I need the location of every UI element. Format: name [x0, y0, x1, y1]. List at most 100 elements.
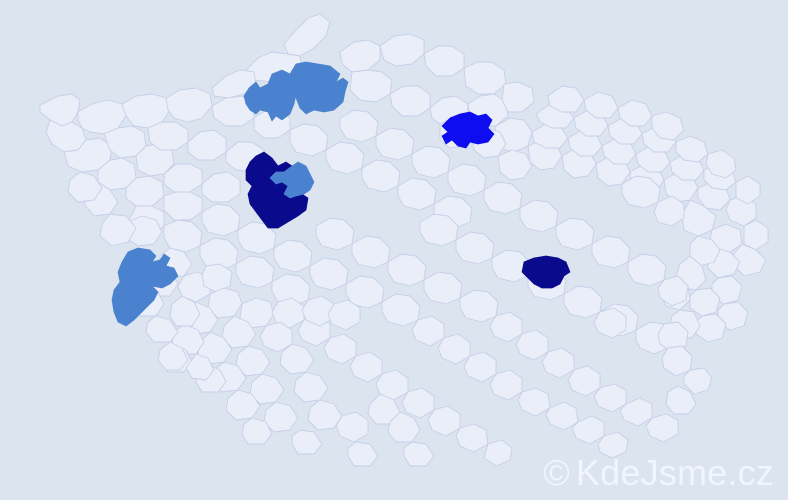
district[interactable]: [309, 257, 349, 291]
district[interactable]: [447, 163, 487, 197]
district[interactable]: [455, 231, 495, 265]
district[interactable]: [225, 389, 261, 421]
district[interactable]: [517, 387, 551, 417]
district[interactable]: [347, 441, 379, 467]
district[interactable]: [597, 431, 629, 459]
district[interactable]: [675, 135, 709, 163]
district[interactable]: [683, 367, 713, 395]
district[interactable]: [411, 315, 445, 347]
district[interactable]: [463, 61, 507, 95]
district[interactable]: [427, 405, 461, 437]
district[interactable]: [387, 411, 421, 443]
district[interactable]: [315, 217, 355, 251]
district[interactable]: [121, 93, 171, 129]
district[interactable]: [63, 137, 113, 173]
district[interactable]: [351, 235, 391, 269]
district[interactable]: [379, 33, 425, 67]
district[interactable]: [177, 271, 211, 303]
district[interactable]: [249, 373, 285, 405]
district[interactable]: [163, 219, 203, 253]
district[interactable]: [627, 253, 667, 287]
district[interactable]: [163, 191, 203, 221]
district[interactable]: [289, 123, 329, 157]
district[interactable]: [335, 411, 369, 443]
district[interactable]: [375, 127, 415, 161]
district[interactable]: [547, 85, 585, 113]
district[interactable]: [293, 371, 329, 403]
district[interactable]: [387, 253, 427, 287]
district[interactable]: [651, 111, 685, 141]
district[interactable]: [735, 175, 761, 205]
district[interactable]: [273, 239, 313, 273]
district[interactable]: [381, 293, 421, 327]
district[interactable]: [571, 415, 605, 445]
district[interactable]: [423, 45, 465, 77]
district[interactable]: [591, 235, 631, 269]
highlighted-district[interactable]: [521, 255, 571, 289]
district[interactable]: [489, 311, 523, 343]
district[interactable]: [483, 439, 513, 467]
district[interactable]: [339, 39, 381, 73]
district[interactable]: [665, 385, 697, 415]
district[interactable]: [455, 423, 489, 453]
district[interactable]: [411, 145, 451, 179]
district[interactable]: [397, 177, 437, 211]
district[interactable]: [645, 413, 679, 443]
district[interactable]: [743, 219, 769, 251]
district[interactable]: [489, 369, 523, 401]
district[interactable]: [201, 203, 241, 237]
district[interactable]: [185, 353, 215, 381]
district[interactable]: [145, 315, 179, 343]
district[interactable]: [221, 315, 257, 349]
district[interactable]: [593, 383, 627, 413]
district[interactable]: [437, 333, 471, 365]
district[interactable]: [301, 295, 335, 327]
district[interactable]: [515, 329, 549, 361]
district[interactable]: [349, 69, 393, 103]
highlighted-district[interactable]: [269, 161, 315, 199]
district[interactable]: [423, 271, 463, 305]
district[interactable]: [563, 285, 603, 319]
district[interactable]: [705, 149, 737, 179]
district[interactable]: [367, 393, 401, 425]
district[interactable]: [389, 85, 431, 117]
district[interactable]: [279, 343, 315, 375]
district[interactable]: [653, 195, 685, 227]
district[interactable]: [483, 181, 523, 215]
district[interactable]: [187, 129, 227, 161]
district[interactable]: [67, 171, 103, 203]
district[interactable]: [361, 159, 401, 193]
district[interactable]: [327, 299, 361, 331]
district[interactable]: [283, 13, 331, 57]
district[interactable]: [339, 109, 379, 143]
district[interactable]: [241, 417, 273, 445]
district[interactable]: [567, 365, 601, 397]
district[interactable]: [593, 307, 627, 339]
district[interactable]: [657, 275, 689, 307]
district[interactable]: [323, 333, 357, 365]
district[interactable]: [271, 297, 305, 329]
district[interactable]: [619, 397, 653, 427]
district[interactable]: [497, 149, 533, 181]
district[interactable]: [661, 345, 693, 377]
district[interactable]: [375, 369, 409, 401]
district[interactable]: [555, 217, 595, 251]
district[interactable]: [263, 401, 299, 433]
district[interactable]: [541, 347, 575, 379]
district[interactable]: [403, 441, 435, 467]
district[interactable]: [501, 81, 535, 113]
highlighted-district[interactable]: [111, 281, 159, 327]
district[interactable]: [519, 199, 559, 233]
district[interactable]: [235, 255, 275, 289]
district[interactable]: [733, 243, 767, 277]
highlighted-district[interactable]: [441, 111, 495, 149]
district[interactable]: [259, 321, 293, 353]
district[interactable]: [459, 289, 499, 323]
district[interactable]: [157, 341, 189, 371]
district[interactable]: [169, 295, 201, 327]
district[interactable]: [135, 143, 175, 177]
district[interactable]: [165, 87, 213, 123]
district[interactable]: [291, 429, 323, 455]
highlighted-district[interactable]: [289, 61, 349, 115]
